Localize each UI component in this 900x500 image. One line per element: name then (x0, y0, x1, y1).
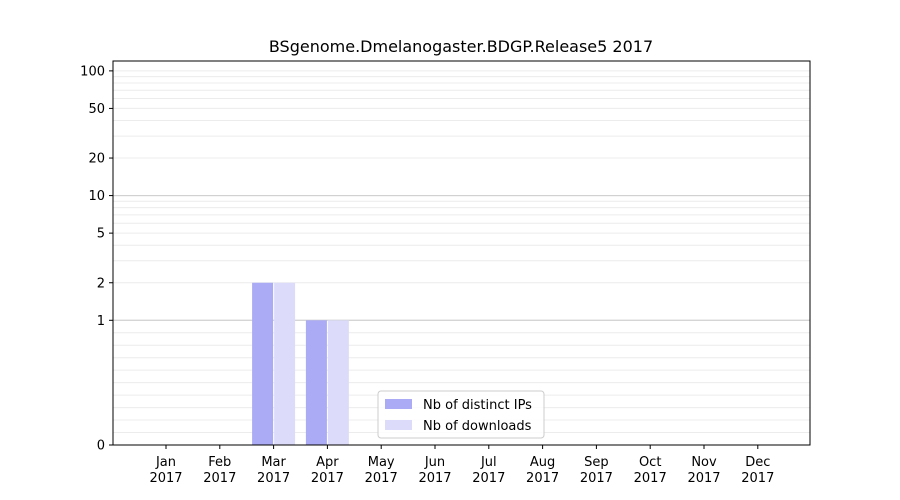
x-tick-label-year: 2017 (741, 471, 774, 486)
x-tick-label-year: 2017 (634, 471, 667, 486)
x-tick-label-month: Aug (530, 455, 555, 470)
legend-swatch (385, 399, 412, 409)
x-tick-label-month: Jan (155, 455, 176, 470)
x-tick-label-year: 2017 (472, 471, 505, 486)
legend-label: Nb of distinct IPs (423, 398, 532, 413)
x-tick-label-month: Jul (480, 455, 497, 470)
grid-layer (113, 70, 810, 434)
bar-downloads (327, 320, 349, 445)
bar-distinct-ips (252, 282, 274, 445)
x-tick-label-year: 2017 (257, 471, 290, 486)
x-tick-label-month: Nov (691, 455, 717, 470)
y-tick-label: 1 (97, 314, 105, 329)
legend-box (377, 390, 545, 439)
x-tick-label-month: Apr (316, 455, 339, 470)
x-tick-label-month: Sep (584, 455, 609, 470)
x-tick-label-year: 2017 (418, 471, 451, 486)
bar-distinct-ips (305, 320, 327, 445)
x-tick-label-year: 2017 (580, 471, 613, 486)
y-tick-label: 100 (80, 64, 105, 79)
x-tick-label-month: Feb (208, 455, 231, 470)
legend: Nb of distinct IPs Nb of downloads (377, 390, 545, 439)
y-tick-label: 50 (88, 102, 105, 117)
bar-layer (252, 282, 349, 445)
plot-frame (112, 60, 811, 446)
x-tick-label-year: 2017 (311, 471, 344, 486)
y-tick-label: 20 (88, 152, 105, 167)
y-tick-label: 0 (97, 439, 105, 454)
x-tick-label-month: Dec (745, 455, 770, 470)
x-tick-label-month: Mar (261, 455, 286, 470)
y-tick-label: 5 (97, 227, 105, 242)
bar-downloads (274, 282, 296, 445)
x-tick-label-month: Jun (424, 455, 445, 470)
y-tick-label: 2 (97, 276, 105, 291)
x-tick-label-month: May (368, 455, 395, 470)
x-tick-label-year: 2017 (203, 471, 236, 486)
x-tick-label-year: 2017 (149, 471, 182, 486)
chart-title: BSgenome.Dmelanogaster.BDGP.Release5 201… (269, 37, 653, 56)
x-axis: Jan2017Feb2017Mar2017Apr2017May2017Jun20… (149, 445, 774, 486)
y-axis: 0 1 2 5 10 20 50 100 (80, 64, 113, 454)
y-tick-label: 10 (88, 189, 105, 204)
legend-swatch (385, 420, 412, 430)
x-tick-label-month: Oct (639, 455, 661, 470)
x-tick-label-year: 2017 (687, 471, 720, 486)
legend-label: Nb of downloads (423, 419, 532, 434)
x-tick-label-year: 2017 (365, 471, 398, 486)
x-tick-label-year: 2017 (526, 471, 559, 486)
